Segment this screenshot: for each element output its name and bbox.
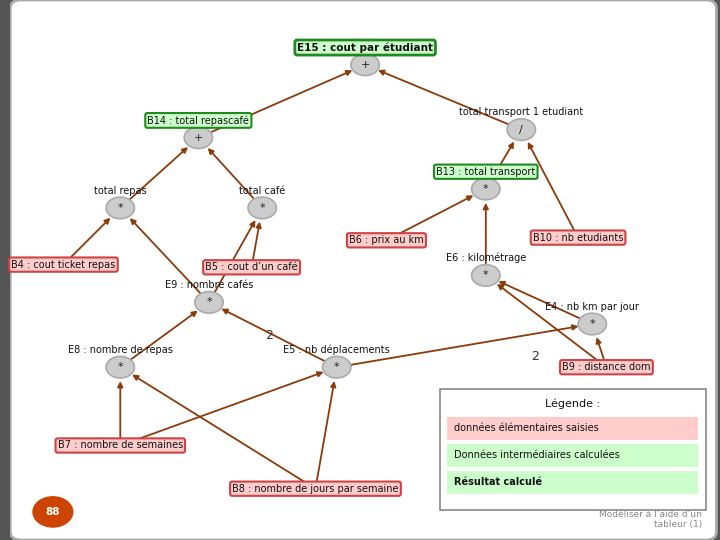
Text: 2: 2 xyxy=(531,350,539,363)
Text: Données intermédiaires calculées: Données intermédiaires calculées xyxy=(454,450,620,460)
Circle shape xyxy=(578,313,606,335)
Text: E6 : kilométrage: E6 : kilométrage xyxy=(446,253,526,264)
Text: E15 : cout par étudiant: E15 : cout par étudiant xyxy=(297,42,433,53)
Text: 2: 2 xyxy=(266,329,274,342)
Text: total repas: total repas xyxy=(94,186,147,195)
Circle shape xyxy=(323,356,351,378)
FancyBboxPatch shape xyxy=(440,389,706,510)
Text: B7 : nombre de semaines: B7 : nombre de semaines xyxy=(58,441,183,450)
Text: E8 : nombre de repas: E8 : nombre de repas xyxy=(68,345,173,355)
Text: B5 : cout d’un café: B5 : cout d’un café xyxy=(205,262,298,272)
Circle shape xyxy=(351,54,379,76)
Text: *: * xyxy=(483,184,489,194)
Circle shape xyxy=(184,127,212,148)
FancyBboxPatch shape xyxy=(447,417,698,440)
Text: E4 : nb km par jour: E4 : nb km par jour xyxy=(545,302,639,312)
Circle shape xyxy=(195,292,223,313)
Circle shape xyxy=(248,197,276,219)
Circle shape xyxy=(33,497,73,527)
Text: B4 : cout ticket repas: B4 : cout ticket repas xyxy=(12,260,116,269)
Text: *: * xyxy=(483,271,489,280)
Text: *: * xyxy=(117,362,123,372)
Text: données élémentaires saisies: données élémentaires saisies xyxy=(454,423,598,433)
Circle shape xyxy=(472,178,500,200)
Text: /: / xyxy=(519,125,523,134)
Text: E9 : nombre cafés: E9 : nombre cafés xyxy=(165,280,253,290)
Text: +: + xyxy=(361,60,370,70)
Text: B13 : total transport: B13 : total transport xyxy=(436,167,536,177)
Text: B10 : nb etudiants: B10 : nb etudiants xyxy=(533,233,624,242)
Text: B9 : distance dom: B9 : distance dom xyxy=(562,362,651,372)
Text: Légende :: Légende : xyxy=(545,398,600,409)
Text: +: + xyxy=(194,133,203,143)
FancyBboxPatch shape xyxy=(447,471,698,494)
Text: total café: total café xyxy=(239,186,285,195)
Text: B8 : nombre de jours par semaine: B8 : nombre de jours par semaine xyxy=(233,484,399,494)
Text: *: * xyxy=(334,362,340,372)
Text: Résultat calculé: Résultat calculé xyxy=(454,477,542,487)
Text: *: * xyxy=(259,203,265,213)
Text: *: * xyxy=(206,298,212,307)
Text: 88: 88 xyxy=(45,507,60,517)
Circle shape xyxy=(472,265,500,286)
Text: Modéliser à l’aide d’un
tableur (1): Modéliser à l’aide d’un tableur (1) xyxy=(599,510,702,529)
Text: B6 : prix au km: B6 : prix au km xyxy=(349,235,424,245)
Text: E5 : nb déplacements: E5 : nb déplacements xyxy=(284,345,390,355)
Circle shape xyxy=(106,356,135,378)
Text: B14 : total repascafé: B14 : total repascafé xyxy=(148,115,249,126)
Text: *: * xyxy=(590,319,595,329)
Circle shape xyxy=(507,119,536,140)
Text: total transport 1 etudiant: total transport 1 etudiant xyxy=(459,107,583,117)
Circle shape xyxy=(106,197,135,219)
FancyBboxPatch shape xyxy=(10,0,716,540)
Text: *: * xyxy=(117,203,123,213)
FancyBboxPatch shape xyxy=(447,444,698,467)
